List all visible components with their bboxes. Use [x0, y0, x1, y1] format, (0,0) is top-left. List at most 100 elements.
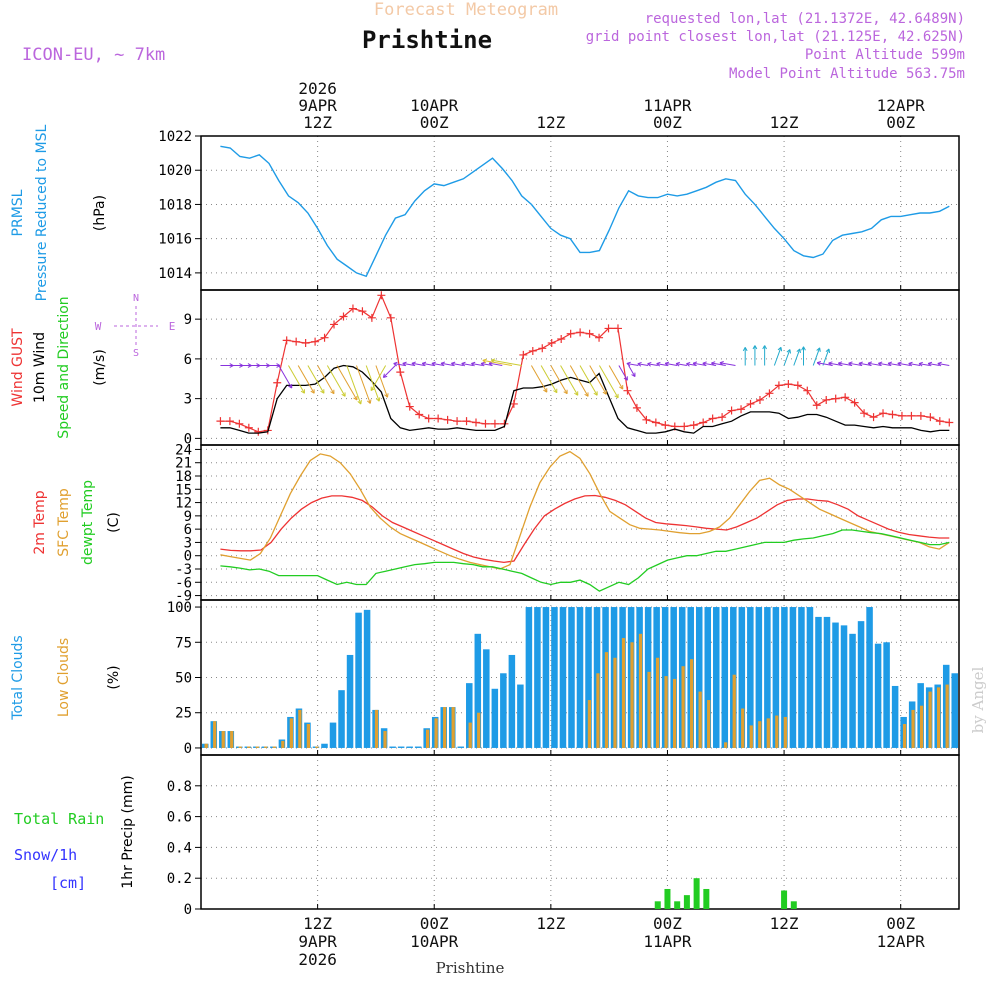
- total-cloud-bar: [798, 607, 805, 748]
- total-cloud-bar: [832, 622, 839, 748]
- wind-arrow: [375, 365, 388, 398]
- y-tick-label: 0: [184, 902, 192, 918]
- panel-frame: [200, 135, 960, 291]
- prmsl-line: [220, 145, 950, 278]
- wind-arrow-head: [848, 361, 853, 367]
- wind-arrow-head: [451, 361, 456, 367]
- gust-marker: [888, 410, 897, 419]
- low-cloud-bar: [681, 666, 685, 748]
- total-cloud-bar: [406, 746, 413, 748]
- top-time-label: 12Z: [303, 113, 332, 132]
- wind-arrow-head: [858, 361, 863, 367]
- gust-marker: [216, 417, 225, 426]
- total-cloud-bar: [857, 621, 865, 748]
- wind-arrow-head: [637, 361, 642, 367]
- total-cloud-bar: [576, 607, 584, 748]
- wind-arrow: [402, 362, 415, 367]
- top-time-label: 12APR: [877, 96, 926, 115]
- panel-frame: [200, 754, 960, 910]
- total-cloud-bar: [891, 685, 899, 748]
- total-cloud-bar: [559, 607, 567, 748]
- wind-arrow: [431, 362, 445, 367]
- gust-marker: [727, 406, 736, 415]
- wind-arrow-head: [692, 361, 698, 367]
- wind-arrow: [471, 363, 483, 367]
- rain-bar: [654, 901, 661, 909]
- wind-arrow-head: [937, 361, 942, 367]
- wind-arrow-head: [602, 390, 607, 395]
- total-cloud-bar: [704, 607, 712, 748]
- total-cloud-bar: [363, 609, 371, 748]
- low-cloud-bar: [383, 731, 387, 748]
- gust-marker: [623, 386, 632, 395]
- total-cloud-bar: [534, 607, 541, 748]
- gust-marker: [434, 414, 443, 423]
- gust-marker: [642, 415, 651, 424]
- total-cloud-bar: [466, 683, 473, 748]
- y-tick-label: 0.6: [167, 810, 192, 826]
- gust-marker: [926, 413, 935, 422]
- bottom-time-label: 00Z: [886, 914, 915, 933]
- total-cloud-bar: [346, 654, 354, 748]
- gust-marker: [699, 418, 708, 427]
- wind-arrow-head: [366, 399, 372, 404]
- wind-arrow-head: [614, 393, 619, 399]
- total-cloud-bar: [585, 607, 592, 748]
- wind-arrow-head: [702, 361, 707, 367]
- bottom-time-label: 2026: [298, 950, 337, 969]
- requested-coords: requested lon,lat (21.1372E, 42.6489N): [645, 11, 965, 27]
- top-time-label: 12Z: [770, 113, 799, 132]
- low-cloud-bar: [707, 700, 711, 748]
- y-tick-label: 0.2: [167, 871, 192, 887]
- top-time-label: 00Z: [420, 113, 449, 132]
- wind-arrow: [336, 365, 358, 401]
- gust-marker: [235, 419, 244, 428]
- y-tick-label: -9: [175, 589, 192, 605]
- total-cloud-bar: [806, 607, 814, 748]
- low-cloud-bar: [690, 659, 694, 748]
- wind-arrow-head: [656, 361, 661, 367]
- gust-marker: [632, 403, 641, 412]
- wind-arrow-head: [330, 389, 335, 395]
- wind-arrow: [773, 347, 782, 366]
- low-cloud-bar: [741, 708, 745, 748]
- y-tick-label: 15: [175, 482, 192, 498]
- compass-n: N: [133, 293, 139, 304]
- wind-arrow: [297, 365, 315, 394]
- low-cloud-bar: [749, 725, 753, 748]
- gust-marker: [557, 335, 566, 344]
- y-tick-label: 12: [175, 496, 192, 512]
- grid-coords: grid point closest lon,lat (21.125E, 42.…: [586, 29, 965, 45]
- wind-arrow-head: [908, 361, 913, 367]
- wind-arrow: [326, 365, 346, 397]
- y-tick-label: 6: [184, 352, 192, 368]
- total-cloud-bar: [414, 746, 422, 748]
- gust-marker: [273, 378, 282, 387]
- gust-marker: [386, 313, 395, 322]
- total-cloud-bar: [789, 607, 797, 748]
- total-cloud-bar: [542, 607, 550, 748]
- panel-clouds: 0 25 50 75 100 Total Clouds Low Clouds (%): [10, 599, 960, 757]
- wind-arrow-head: [300, 389, 305, 394]
- watermark: by Angel: [969, 666, 987, 733]
- total-cloud-bar: [355, 612, 362, 748]
- gust-marker: [841, 393, 850, 402]
- y-tick-label: 75: [175, 635, 192, 651]
- wind-arrow: [897, 362, 911, 367]
- compass-w: W: [95, 320, 102, 333]
- y-tick-label: -6: [175, 575, 192, 591]
- gust-marker: [292, 337, 301, 346]
- low-cloud-bar: [945, 684, 949, 748]
- wind-arrow: [393, 363, 406, 367]
- wind-arrow: [628, 365, 636, 377]
- gust-marker: [472, 418, 481, 427]
- bottom-time-label: 12APR: [877, 932, 926, 951]
- bottom-time-label: 12Z: [770, 914, 799, 933]
- total-cloud-bar: [721, 607, 729, 748]
- total-cloud-bar: [781, 607, 788, 748]
- panel-wind: 0 3 6 9 Wind GUST 10m Wind Speed and Direction…: [10, 289, 960, 447]
- wind-arrow: [288, 365, 305, 394]
- total-cloud-bar: [755, 607, 763, 748]
- wind-arrow: [488, 362, 503, 367]
